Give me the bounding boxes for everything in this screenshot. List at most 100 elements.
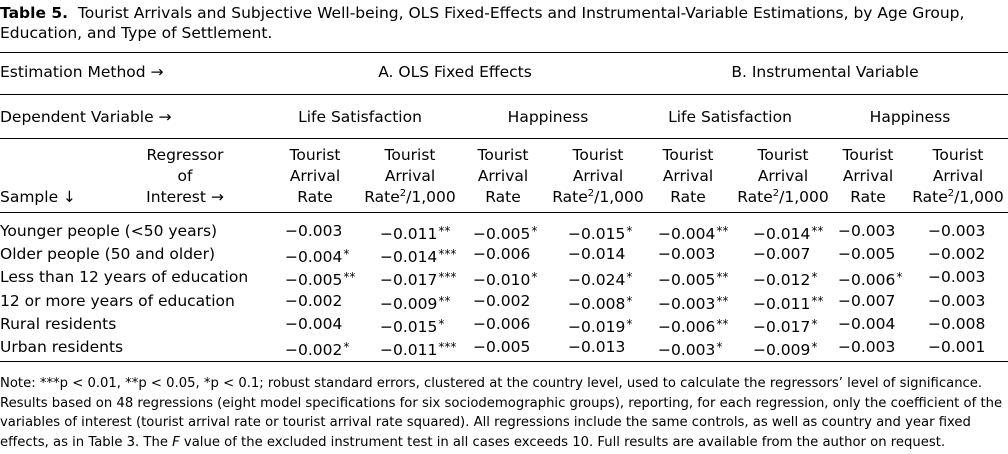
table-cell: −0.002: [473, 291, 530, 311]
table-cell: −0.009*: [753, 337, 817, 360]
coefficient-value: −0.010: [473, 271, 531, 290]
significance-stars: **: [438, 293, 451, 308]
coefficient-value: −0.015: [568, 225, 626, 243]
row-label: Older people (50 and older): [0, 245, 216, 264]
table-cell: −0.003: [838, 337, 895, 357]
coefficient-value: −0.002: [285, 341, 343, 359]
coefficient-value: −0.002: [285, 291, 343, 310]
coefficient-value: −0.003: [658, 341, 716, 359]
coefficient-value: −0.002: [928, 245, 986, 264]
table-cell: −0.002: [285, 291, 342, 311]
significance-stars: **: [716, 270, 729, 285]
table-cell: −0.003: [285, 221, 342, 241]
table-title: Tourist Arrivals and Subjective Well-bei…: [0, 4, 965, 42]
table-cell: −0.002*: [285, 337, 349, 360]
note-text-1: Note: ***p < 0.01, **p < 0.05, *p < 0.1;…: [0, 376, 1003, 450]
col-header-rate-line1: Tourist: [477, 146, 529, 164]
table-cell: −0.006: [473, 314, 530, 334]
coefficient-value: −0.002: [473, 291, 531, 310]
coefficient-value: −0.004: [285, 314, 343, 333]
table-cell: −0.005**: [658, 267, 728, 290]
col-header-sq-line3: Rate2/1,000: [546, 187, 650, 207]
coefficient-value: −0.014: [380, 248, 438, 267]
col-header-sq-line1: Tourist: [757, 146, 809, 164]
coefficient-value: −0.007: [753, 245, 811, 264]
table-cell: −0.017*: [753, 314, 817, 337]
coefficient-value: −0.003: [658, 294, 716, 313]
table-cell: −0.004**: [658, 221, 728, 244]
coefficient-value: −0.011: [380, 225, 438, 243]
method-a-heading: A. OLS Fixed Effects: [378, 63, 532, 81]
dependent-variable-label: Dependent Variable →: [0, 108, 172, 126]
table-cell: −0.003: [928, 267, 985, 287]
sq-rate-word: Rate: [912, 188, 948, 206]
significance-stars: *: [438, 316, 445, 331]
significance-stars: *: [811, 270, 818, 285]
table-cell: −0.003: [928, 291, 985, 311]
col-header-rate-line2: Arrival: [662, 167, 714, 185]
sq-superscript: 2: [587, 187, 595, 199]
table-cell: −0.024*: [568, 267, 632, 290]
coefficient-value: −0.008: [568, 294, 626, 313]
coefficient-value: −0.005: [838, 245, 896, 264]
coefficient-value: −0.024: [568, 271, 626, 290]
col-header-rate-line2: Arrival: [842, 167, 894, 185]
col-header-sq-line2: Arrival: [757, 167, 809, 185]
col-header-rate-line3: Rate: [485, 188, 521, 206]
col-header-sq-line3: Rate2/1,000: [358, 187, 462, 207]
significance-stars: *: [811, 340, 818, 354]
table-cell: −0.013: [568, 337, 625, 357]
row-label: Less than 12 years of education: [0, 268, 249, 287]
table-cell: −0.003: [838, 221, 895, 241]
coefficient-value: −0.011: [380, 341, 438, 359]
coefficient-value: −0.003: [838, 222, 896, 240]
coefficient-value: −0.003: [928, 222, 986, 240]
col-header-rate-line2: Arrival: [289, 167, 341, 185]
coefficient-value: −0.006: [658, 317, 716, 336]
significance-stars: *: [811, 316, 818, 331]
coefficient-value: −0.019: [568, 317, 626, 336]
coefficient-value: −0.004: [838, 314, 896, 333]
significance-stars: *: [626, 316, 633, 331]
significance-stars: *: [626, 224, 633, 238]
significance-stars: ***: [438, 340, 457, 354]
col-header-rate-line3: Rate: [850, 188, 886, 206]
regressor-label-1: Regressor: [146, 146, 224, 164]
table-cell: −0.006**: [658, 314, 728, 337]
coefficient-value: −0.014: [753, 225, 811, 243]
table-cell: −0.009**: [380, 291, 450, 314]
method-b-heading: B. Instrumental Variable: [731, 63, 919, 81]
table-cell: −0.006: [473, 244, 530, 264]
table-cell: −0.004: [285, 314, 342, 334]
table-cell: −0.008*: [568, 291, 632, 314]
coefficient-value: −0.014: [568, 245, 626, 264]
row-label: Younger people (<50 years): [0, 222, 218, 240]
sq-per-thousand: /1,000: [779, 188, 829, 206]
sq-per-thousand: /1,000: [406, 188, 456, 206]
significance-stars: *: [626, 293, 633, 308]
significance-stars: *: [531, 270, 538, 285]
table-cell: −0.003*: [658, 337, 722, 360]
table-cell: −0.002: [928, 244, 985, 264]
significance-stars: **: [716, 316, 729, 331]
col-header-rate-line1: Tourist: [842, 146, 894, 164]
coefficient-value: −0.005: [473, 225, 531, 243]
table-note: Note: ***p < 0.01, **p < 0.05, *p < 0.1;…: [0, 374, 1005, 452]
table-cell: −0.003: [928, 221, 985, 241]
coefficient-value: −0.003: [928, 291, 986, 310]
coefficient-value: −0.003: [658, 245, 716, 264]
table-cell: −0.004: [838, 314, 895, 334]
significance-stars: *: [626, 270, 633, 285]
table-cell: −0.008: [928, 314, 985, 334]
significance-stars: *: [343, 247, 350, 262]
col-header-sq-line3: Rate2/1,000: [731, 187, 835, 207]
dependent-rule: [0, 138, 1008, 139]
coefficient-value: −0.009: [753, 341, 811, 359]
coefficient-value: −0.017: [380, 271, 438, 290]
significance-stars: **: [811, 224, 824, 238]
col-header-rate-line3: Rate: [670, 188, 706, 206]
sample-label: Sample ↓: [0, 188, 77, 206]
coefficient-value: −0.004: [285, 248, 343, 267]
col-header-rate-line2: Arrival: [477, 167, 529, 185]
coefficient-value: −0.008: [928, 314, 986, 333]
